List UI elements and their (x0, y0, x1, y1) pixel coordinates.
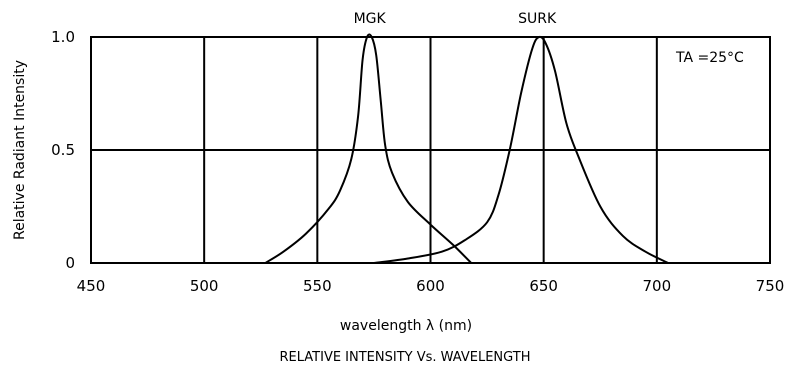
x-tick-label: 750 (756, 277, 785, 295)
y-axis-label: Relative Radiant Intensity (12, 60, 28, 240)
x-tick-label: 700 (643, 277, 672, 295)
series-label-surk: SURK (518, 11, 557, 27)
y-tick-label: 0.5 (51, 141, 75, 159)
grid (90, 36, 771, 264)
x-axis-label: wavelength λ (nm) (340, 318, 472, 334)
y-tick-label: 0 (65, 254, 75, 272)
series-line-mgk (264, 33, 472, 264)
series-lines (264, 33, 669, 264)
x-tick-label: 650 (529, 277, 558, 295)
x-tick-label: 550 (303, 277, 332, 295)
series-label-mgk: MGK (354, 11, 387, 27)
y-tick-label: 1.0 (51, 28, 75, 46)
x-tick-label: 450 (77, 277, 106, 295)
tick-labels: 450 500 550 600 650 700 750 0 0.5 1.0 (51, 28, 784, 295)
chart-caption: RELATIVE INTENSITY Vs. WAVELENGTH (280, 350, 531, 365)
series-line-surk (373, 35, 669, 264)
x-tick-label: 600 (416, 277, 445, 295)
x-tick-label: 500 (190, 277, 219, 295)
temperature-annotation: TA =25°C (675, 50, 744, 66)
series-labels: MGK SURK (354, 11, 557, 27)
